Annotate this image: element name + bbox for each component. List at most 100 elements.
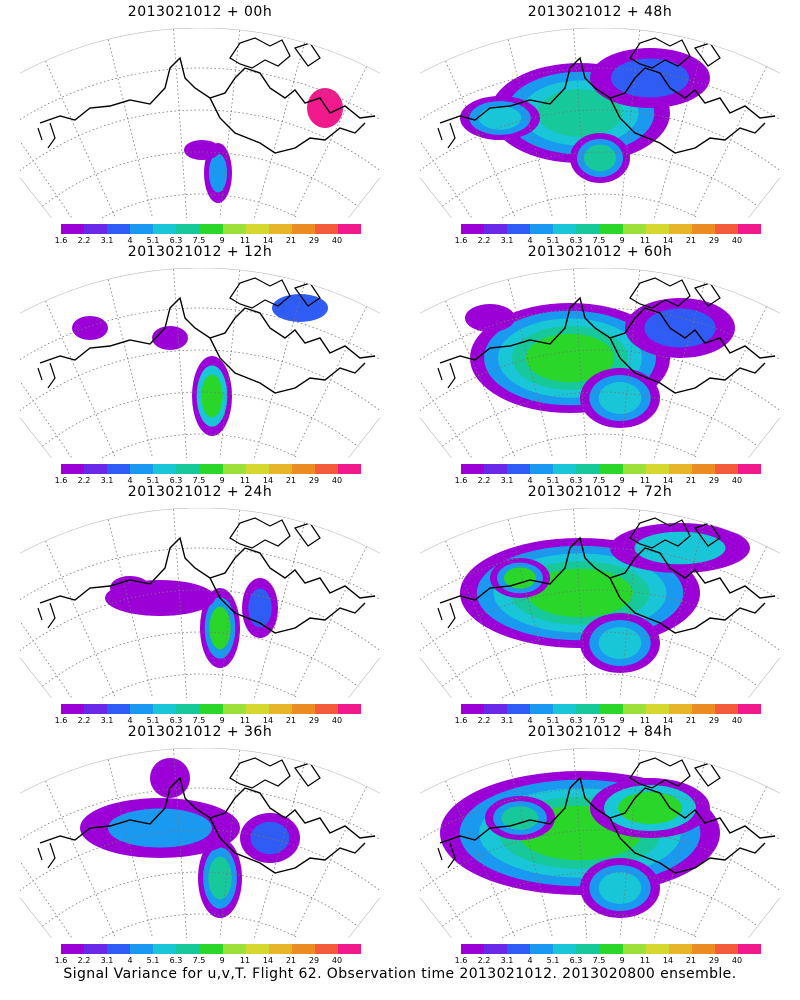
colorbar-tick-label: 9 [619,476,625,485]
colorbar-tick-label: 9 [219,476,225,485]
map-domain-outline [20,748,380,938]
siberia-coast [437,122,456,149]
colorbar-tick-label: 3.1 [100,956,114,965]
variance-contour [504,567,536,589]
forecast-panel: 2013021012 + 12h 1.6 2.2 3.1 4 5.1 6.3 7.5 9 11 14… [10,240,390,485]
colorbar-segment [245,224,269,234]
forecast-map [20,748,380,938]
coastline [609,817,766,874]
colorbar-segment [507,944,531,954]
latitude-line [68,193,332,218]
coastline [39,536,376,604]
colorbar-tick-label: 6.3 [169,716,183,725]
colorbar-tick-label: 2.2 [77,236,91,245]
variance-contour [152,326,188,350]
colorbar-segment [507,464,531,474]
colorbar-segment [553,224,577,234]
longitude-line [656,786,767,938]
colorbar-segment [84,944,108,954]
colorbar-tick-label: 3.1 [100,716,114,725]
colorbar-segment [530,224,554,234]
colorbar-segment [337,224,362,234]
variance-contour [584,144,616,172]
colorbar-tick-label: 7.5 [192,716,206,725]
colorbar-segment [645,944,669,954]
colorbar-tick-label: 1.6 [454,716,468,725]
colorbar-segment [176,944,200,954]
longitude-line [20,92,128,218]
longitude-line [635,282,706,458]
colorbar-segment [107,224,131,234]
colorbar-tick-label: 1.6 [454,476,468,485]
variance-contour [478,106,522,130]
colorbar [61,224,362,234]
colorbar-tick-label: 11 [239,476,251,485]
variance-contour [201,374,223,418]
colorbar-tick-label: 5.1 [546,476,560,485]
colorbar-segment [737,224,762,234]
map-domain-outline [420,268,780,458]
latitude-line [68,433,332,458]
colorbar-tick-label: 14 [662,716,674,725]
longitude-line [613,270,641,458]
colorbar-tick-label: 2.2 [477,956,491,965]
colorbar-segment [107,464,131,474]
variance-field [20,28,380,218]
colorbar-tick-label: 21 [685,236,697,245]
colorbar-labels: 1.6 2.2 3.1 4 5.1 6.3 7.5 9 11 14 21 29 40 [55,956,361,966]
colorbar-tick-label: 29 [708,236,720,245]
colorbar-segment [737,704,762,714]
longitude-line [173,268,192,458]
colorbar-segment [737,944,762,954]
colorbar-tick-label: 2.2 [77,956,91,965]
longitude-line [507,279,569,458]
longitude-line [507,519,569,698]
colorbar-segment [314,224,338,234]
variance-field [420,748,780,938]
colorbar-labels: 1.6 2.2 3.1 4 5.1 6.3 7.5 9 11 14 21 29 40 [455,956,761,966]
colorbar-segment [314,944,338,954]
colorbar-tick-label: 1.6 [454,236,468,245]
longitude-line [173,508,192,698]
forecast-map [420,28,780,218]
colorbar-segment [576,944,600,954]
map-domain-outline [20,508,380,698]
colorbar-segment [199,224,223,234]
longitude-line [656,546,767,698]
longitude-line [573,508,592,698]
colorbar-tick-label: 40 [731,236,743,245]
variance-contour [208,856,232,900]
coastline [209,97,366,154]
colorbar-tick-label: 14 [262,236,274,245]
arctic-islands [229,757,321,789]
longitude-line [20,572,128,698]
colorbar-tick-label: 14 [662,236,674,245]
coastline [609,577,766,634]
coastline [609,97,766,154]
coastline [209,577,366,634]
map-domain-outline [20,28,380,218]
colorbar-tick-label: 29 [308,716,320,725]
forecast-map [20,28,380,218]
variance-contour [150,758,190,798]
panel-title: 2013021012 + 48h [527,4,673,20]
coastline [439,536,776,604]
longitude-line [613,510,641,698]
longitude-line [45,60,148,218]
longitude-line [656,306,767,458]
colorbar-segment [622,464,646,474]
longitude-line [445,60,548,218]
latitude-line [20,67,380,141]
longitude-line [445,540,548,698]
colorbar-tick-label: 5.1 [546,956,560,965]
colorbar-tick-label: 2.2 [477,476,491,485]
latitude-line [20,547,380,621]
colorbar-tick-label: 9 [219,716,225,725]
longitude-line [420,572,528,698]
map-domain-outline [420,508,780,698]
colorbar-segment [176,224,200,234]
colorbar-tick-label: 7.5 [592,236,606,245]
arctic-islands [629,517,721,549]
latitude-line [468,913,732,938]
longitude-line [445,300,548,458]
